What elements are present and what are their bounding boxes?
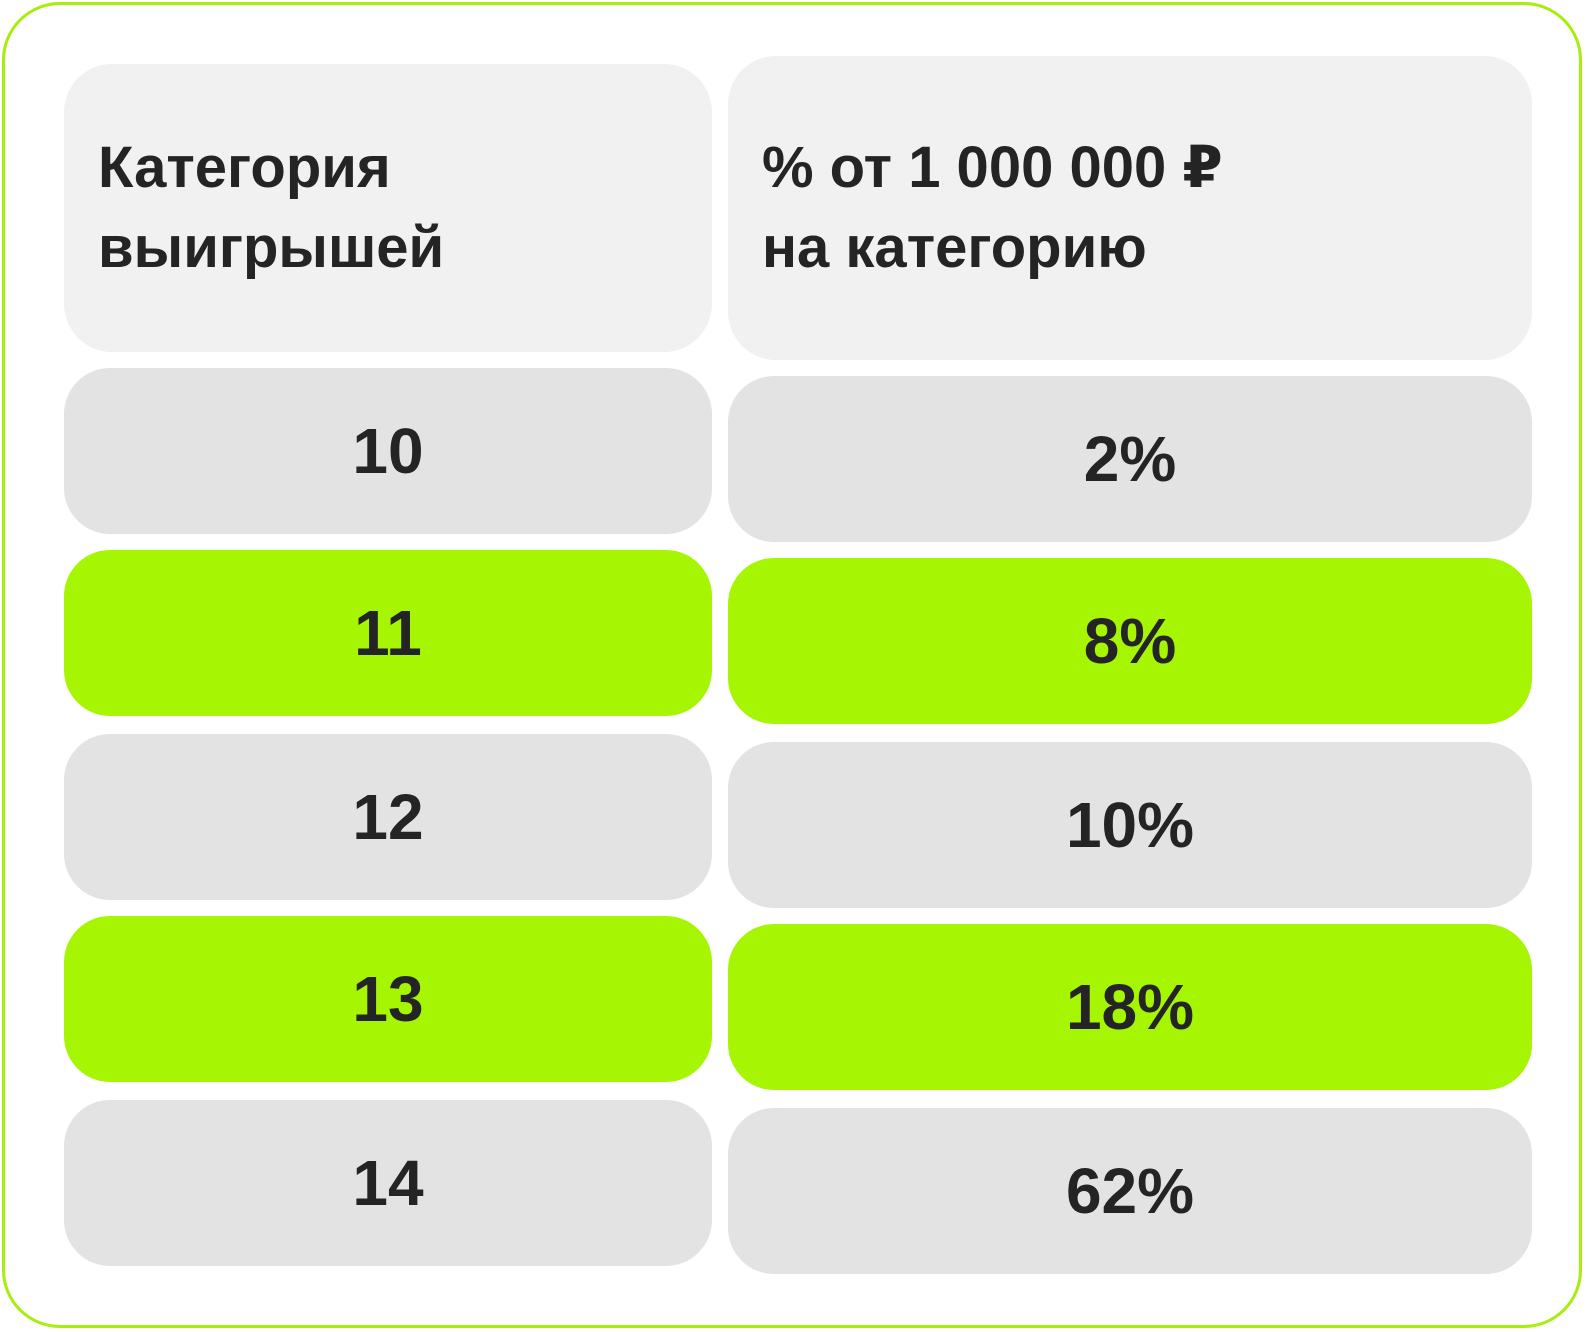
category-cell: 12 [64,734,712,900]
percent-cell-highlighted: 18% [728,924,1532,1090]
percent-cell-highlighted: 8% [728,558,1532,724]
category-cell-highlighted: 13 [64,916,712,1082]
percent-cell: 62% [728,1108,1532,1274]
category-cell: 10 [64,368,712,534]
percent-cell: 10% [728,742,1532,908]
category-cell-highlighted: 11 [64,550,712,716]
percent-cell: 2% [728,376,1532,542]
category-cell: 14 [64,1100,712,1266]
header-percent: % от 1 000 000 ₽ на категорию [728,56,1532,360]
header-category: Категория выигрышей [64,64,712,352]
